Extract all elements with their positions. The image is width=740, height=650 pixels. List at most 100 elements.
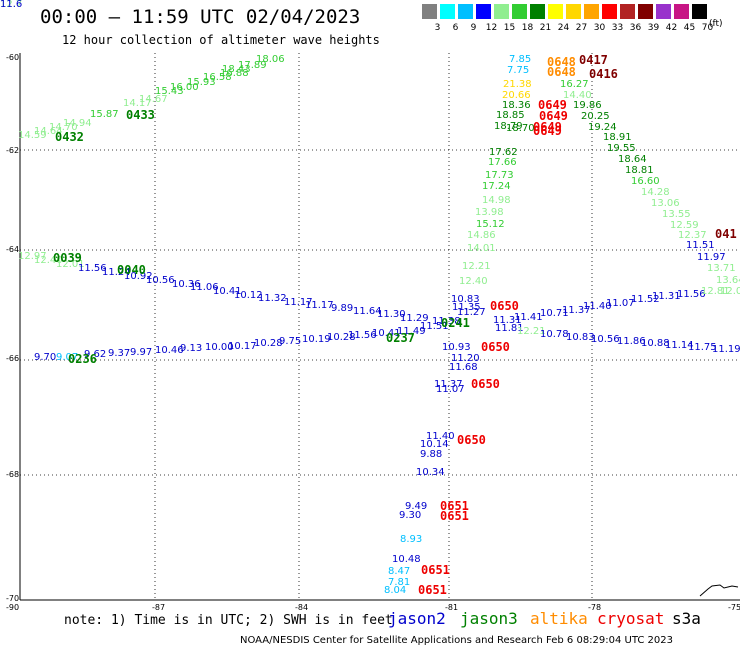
wave-height-value: 11.29	[400, 313, 429, 324]
color-scale-label: 45	[683, 23, 696, 33]
wave-height-value: 10.83	[451, 294, 480, 305]
wave-height-value: 9.62	[84, 349, 107, 360]
wave-height-value: 11.30	[377, 309, 406, 320]
pass-time-label: 0236	[68, 352, 97, 366]
wave-height-value: 16.58	[203, 72, 232, 83]
footer-note: note: 1) Time is in UTC; 2) SWH is in fe…	[64, 613, 393, 628]
wave-height-value: 14.17	[123, 98, 152, 109]
color-scale-swatch	[476, 4, 491, 19]
coastline	[699, 584, 739, 597]
wave-height-value: 21.38	[503, 79, 532, 90]
pass-time-label: 0237	[386, 331, 415, 345]
pass-time-label: 0649	[533, 120, 562, 134]
color-scale-label: 70	[701, 23, 714, 33]
wave-height-value: 9.75	[279, 336, 302, 347]
lon-label: -75	[728, 603, 740, 612]
wave-height-value: 14.28	[641, 187, 670, 198]
wave-height-value: 17.73	[485, 170, 514, 181]
wave-height-value: 11.97	[697, 252, 726, 263]
color-scale-swatch	[548, 4, 563, 19]
wave-height-value: 12.7	[0, 0, 23, 10]
wave-height-value: 18.70	[506, 123, 535, 134]
wave-height-value: 10.17	[228, 341, 257, 352]
wave-height-value: 18.36	[502, 100, 531, 111]
pass-time-label: 041	[715, 227, 737, 241]
color-scale-label: 21	[539, 23, 552, 33]
page-subtitle: 12 hour collection of altimeter wave hei…	[62, 33, 380, 47]
wave-height-value: 15.87	[90, 109, 119, 120]
wave-height-value: 11.81	[495, 323, 524, 334]
wave-height-value: 10.28	[327, 332, 356, 343]
graticule	[20, 53, 740, 600]
wave-height-value: 20.25	[581, 111, 610, 122]
lat-label: -68	[6, 470, 20, 479]
wave-height-value: 11.31	[652, 291, 681, 302]
color-scale-label: 12	[485, 23, 498, 33]
wave-height-value: 11.07	[436, 384, 465, 395]
lat-label: -70	[6, 594, 20, 603]
wave-height-value: 10.34	[416, 467, 445, 478]
pass-time-label: 0649	[539, 109, 568, 123]
wave-height-value: 16.27	[560, 79, 589, 90]
wave-height-value: 12.06	[720, 286, 740, 297]
wave-height-value: 10.28	[254, 338, 283, 349]
wave-height-value: 11.56	[677, 289, 706, 300]
color-scale-label: 36	[629, 23, 642, 33]
color-scale-swatch	[656, 4, 671, 19]
pass-time-label: 0651	[440, 509, 469, 523]
color-scale-label: 18	[521, 23, 534, 33]
color-scale-swatch	[566, 4, 581, 19]
wave-height-value: 7.85	[509, 54, 532, 65]
wave-height-value: 13.98	[475, 207, 504, 218]
pass-time-label: 0650	[490, 299, 519, 313]
wave-height-value: 10.71	[540, 308, 569, 319]
wave-height-value: 13.64	[716, 275, 740, 286]
wave-height-value: 11.64	[353, 306, 382, 317]
wave-height-value: 10.00	[205, 342, 234, 353]
color-scale-swatch	[458, 4, 473, 19]
pass-time-label: 0417	[579, 53, 608, 67]
wave-height-value: 15.12	[476, 219, 505, 230]
wave-height-value: 8.93	[400, 534, 423, 545]
wave-height-value: 11.51	[686, 240, 715, 251]
wave-height-value: 10.56	[591, 334, 620, 345]
page-title: 00:00 – 11:59 UTC 02/04/2023	[40, 6, 361, 28]
color-scale-unit: (ft)	[709, 19, 723, 29]
wave-height-value: 9.70	[34, 352, 57, 363]
wave-height-value: 17.62	[489, 147, 518, 158]
wave-height-value: 12.01	[56, 259, 85, 270]
wave-height-value: 11.56	[78, 263, 107, 274]
color-scale-label: 3	[434, 23, 441, 33]
wave-height-value: 10.41	[213, 286, 242, 297]
wave-height-value: 11.38	[432, 316, 461, 327]
pass-time-label: 0432	[55, 130, 84, 144]
wave-height-value: 14.67	[139, 94, 168, 105]
pass-time-label: 0648	[547, 65, 576, 79]
pass-time-label: 0649	[533, 124, 562, 138]
wave-height-value: 18.81	[625, 165, 654, 176]
color-scale-swatch	[422, 4, 437, 19]
wave-height-value: 14.94	[63, 118, 92, 129]
wave-height-value: 11.49	[397, 326, 426, 337]
wave-height-value: 19.86	[573, 100, 602, 111]
color-scale-label: 6	[452, 23, 459, 33]
wave-height-value: 11.20	[451, 353, 480, 364]
wave-height-value: 11.41	[514, 312, 543, 323]
wave-height-value: 13.71	[707, 263, 736, 274]
wave-height-value: 17.24	[482, 181, 511, 192]
pass-time-label: 0039	[53, 251, 82, 265]
wave-height-value: 11.17	[284, 297, 313, 308]
color-scale-swatch	[638, 4, 653, 19]
wave-height-value: 7.75	[507, 65, 530, 76]
wave-height-value: 10.41	[372, 328, 401, 339]
wave-height-value: 10.36	[172, 279, 201, 290]
footer-credit: NOAA/NESDIS Center for Satellite Applica…	[240, 635, 673, 646]
color-scale-label: 24	[557, 23, 570, 33]
wave-height-value: 11.51	[420, 321, 449, 332]
wave-height-value: 17.89	[238, 60, 267, 71]
wave-height-value: 11.19	[712, 344, 740, 355]
wave-height-value: 11.86	[617, 336, 646, 347]
pass-time-label: 0040	[117, 263, 146, 277]
wave-height-value: 14.64	[34, 126, 63, 137]
